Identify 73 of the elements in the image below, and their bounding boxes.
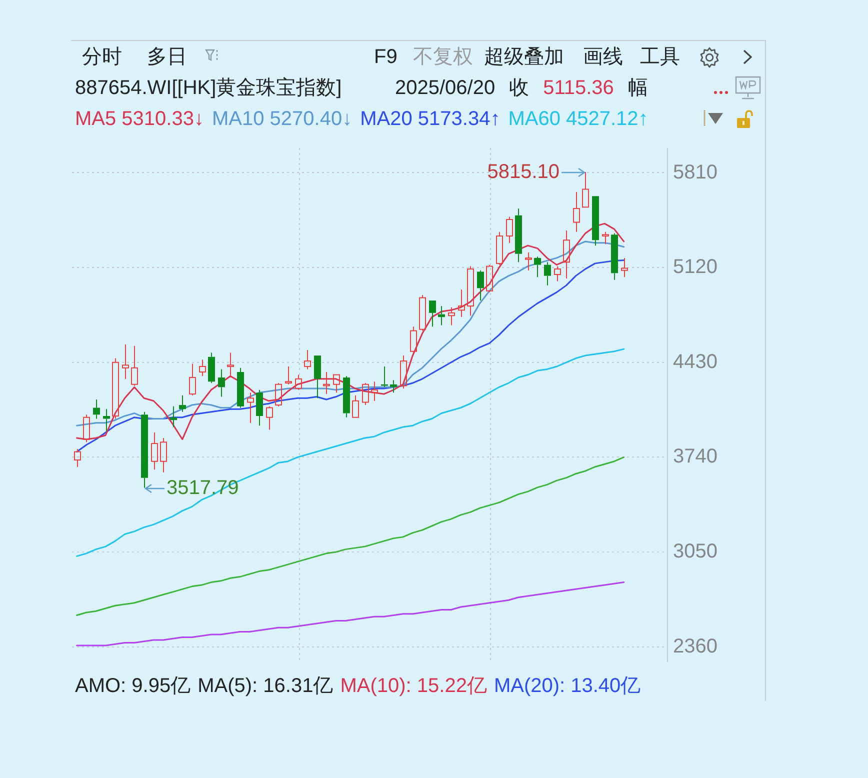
text: MA10 5270.40↓ [212,107,352,131]
text: MA(20): 13.40亿 [494,674,641,698]
candlestick [189,363,196,396]
candlestick [448,306,455,326]
y-tick-label: 5810 [673,161,718,184]
candlestick [179,394,186,412]
annotation: 5815.10 [487,161,560,184]
candlestick [381,366,388,388]
candlestick [458,289,465,318]
candlestick [304,350,311,370]
candlestick [582,172,589,208]
candlestick [266,406,273,430]
candlestick [93,399,100,420]
candlestick [151,432,158,470]
y-tick-label: 2360 [673,635,718,658]
y-tick-label: 4430 [673,350,718,373]
chart-subtitle: 2025/06/20 收 5115.36 幅 [395,76,648,100]
candlestick [544,262,551,286]
candlestick [131,345,138,386]
candlestick [506,216,513,244]
candlestick [237,367,244,408]
text: AMO: 9.95亿 [75,674,191,698]
candlestick [285,366,292,385]
candlestick [227,352,234,378]
candlestick [371,381,378,402]
candlestick [477,270,484,302]
candlestick [74,448,81,468]
candlestick [573,191,580,232]
candlestick [170,406,177,428]
candlestick [103,408,110,432]
candlestick [467,266,474,316]
candlestick [314,356,321,399]
candlestick [534,256,541,278]
candlestick [429,300,436,328]
text: 分时 [82,45,122,69]
candlestick [352,394,359,418]
candlestick [323,372,330,395]
candlestick [247,392,254,424]
text: 多日 [147,45,187,69]
candlestick [218,368,225,398]
candlestick [602,231,609,245]
text: MA(10): 15.22亿 [340,674,487,698]
candlestick [525,252,532,271]
text: 超级叠加 [484,45,564,69]
candlestick [554,266,561,282]
candlestick [611,232,618,280]
candlestick [141,411,148,488]
candlestick [438,306,445,326]
candlestick [199,359,206,377]
candlestick [333,374,340,394]
candlestick [563,230,570,280]
text: MA(5): 16.31亿 [198,674,334,698]
text: F9 [374,45,398,69]
chart-title: 887654.WI[[HK]黄金珠宝指数] [75,76,342,100]
candlestick [592,196,599,246]
candlestick [160,437,167,473]
candlestick [621,257,628,278]
text: 工具 [640,45,680,69]
text: 不复权 [413,45,473,69]
candlestick [122,344,129,380]
candlestick [256,389,263,426]
text: MA60 4527.12↑ [508,107,648,131]
candlestick [515,208,522,263]
candlestick [390,380,397,394]
y-tick-label: 3050 [673,540,718,563]
text: 画线 [583,45,623,69]
y-tick-label: 5120 [673,256,718,278]
text: MA20 5173.34↑ [360,107,500,131]
y-tick-label: 3740 [673,446,718,468]
candlestick [343,376,350,418]
candlestick [208,352,215,384]
text: MA5 5310.33↓ [75,107,204,131]
candlestick [410,326,417,354]
